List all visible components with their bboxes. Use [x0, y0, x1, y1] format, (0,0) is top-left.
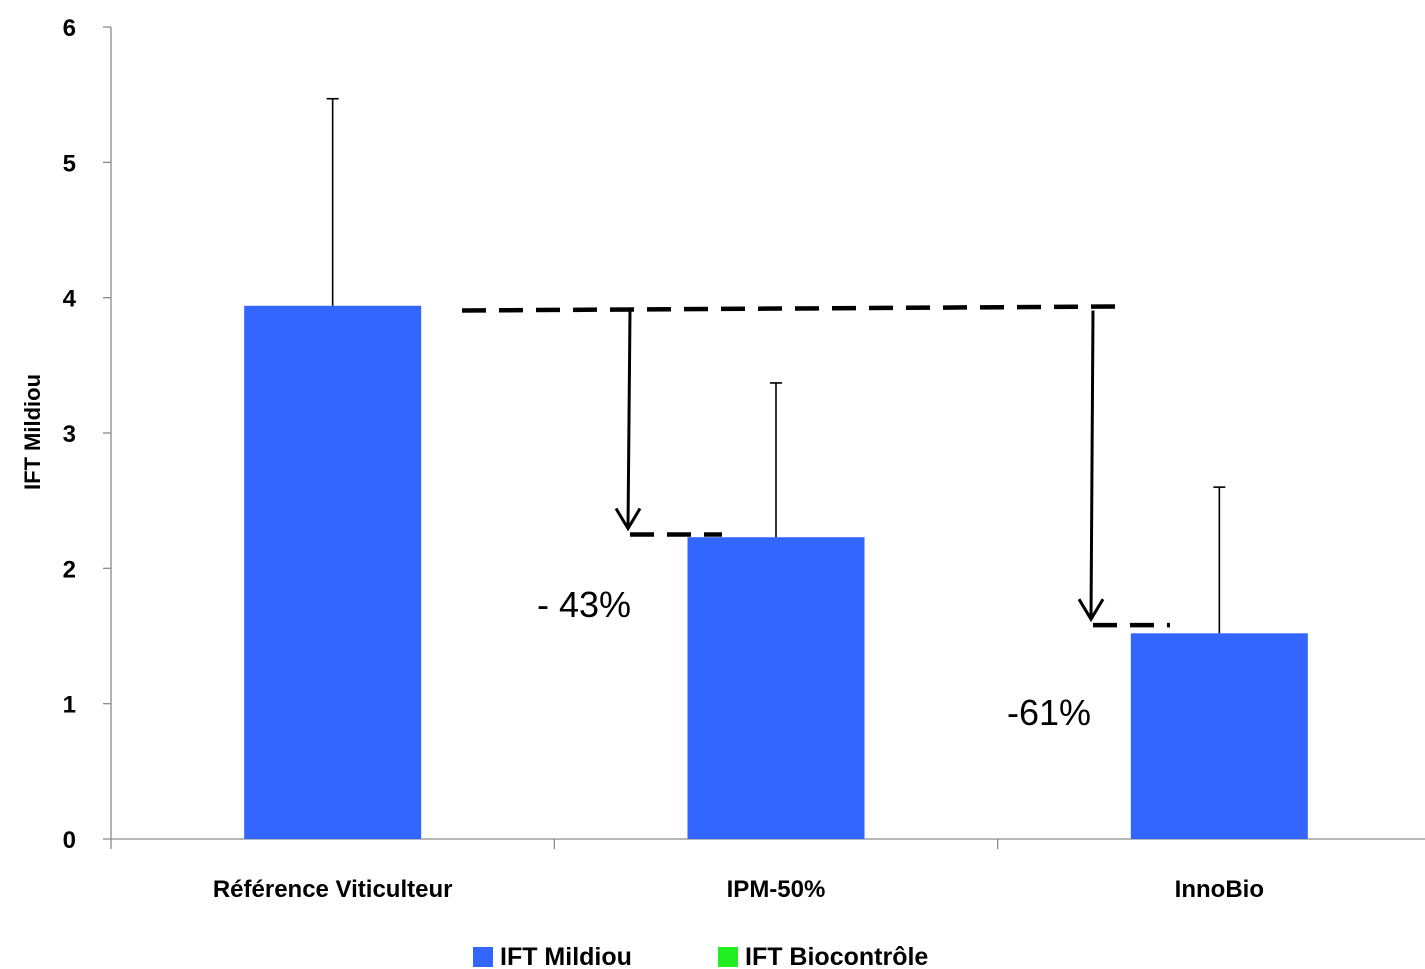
bar	[244, 305, 422, 840]
legend: IFT Mildiou IFT Biocontrôle	[473, 943, 928, 969]
arrow-head	[614, 507, 642, 532]
reduction-arrow	[626, 310, 632, 529]
y-tick-label: 6	[63, 15, 76, 42]
y-tick-label: 2	[63, 556, 76, 583]
y-axis-label: IFT Mildiou	[20, 374, 45, 490]
y-tick-label: 1	[63, 692, 76, 719]
reference-dashed-line	[461, 304, 1121, 313]
y-tick-label: 5	[63, 150, 76, 177]
arrow-head	[1077, 598, 1105, 623]
bar	[1130, 633, 1308, 839]
annotations: - 43% -61%	[461, 304, 1170, 733]
x-tick-label: InnoBio	[1175, 876, 1264, 903]
x-tick-label: Référence Viticulteur	[213, 876, 453, 903]
legend-swatch	[718, 947, 738, 967]
legend-label: IFT Biocontrôle	[745, 943, 928, 969]
reduction-arrow	[1089, 310, 1095, 620]
bar	[687, 537, 865, 839]
bars	[244, 97, 1308, 840]
axes: 0 1 2 3 4 5 6 Référence Viticulteur IPM-50% InnoB…	[63, 15, 1425, 903]
x-tick-label: IPM-50%	[727, 876, 826, 903]
reduction-label: - 43%	[537, 584, 631, 625]
y-tick-label: 4	[63, 286, 77, 313]
reduction-label: -61%	[1007, 692, 1091, 733]
y-tick-label: 0	[63, 827, 76, 854]
legend-label: IFT Mildiou	[500, 943, 632, 969]
y-tick-label: 3	[63, 421, 76, 448]
legend-swatch	[473, 947, 493, 967]
